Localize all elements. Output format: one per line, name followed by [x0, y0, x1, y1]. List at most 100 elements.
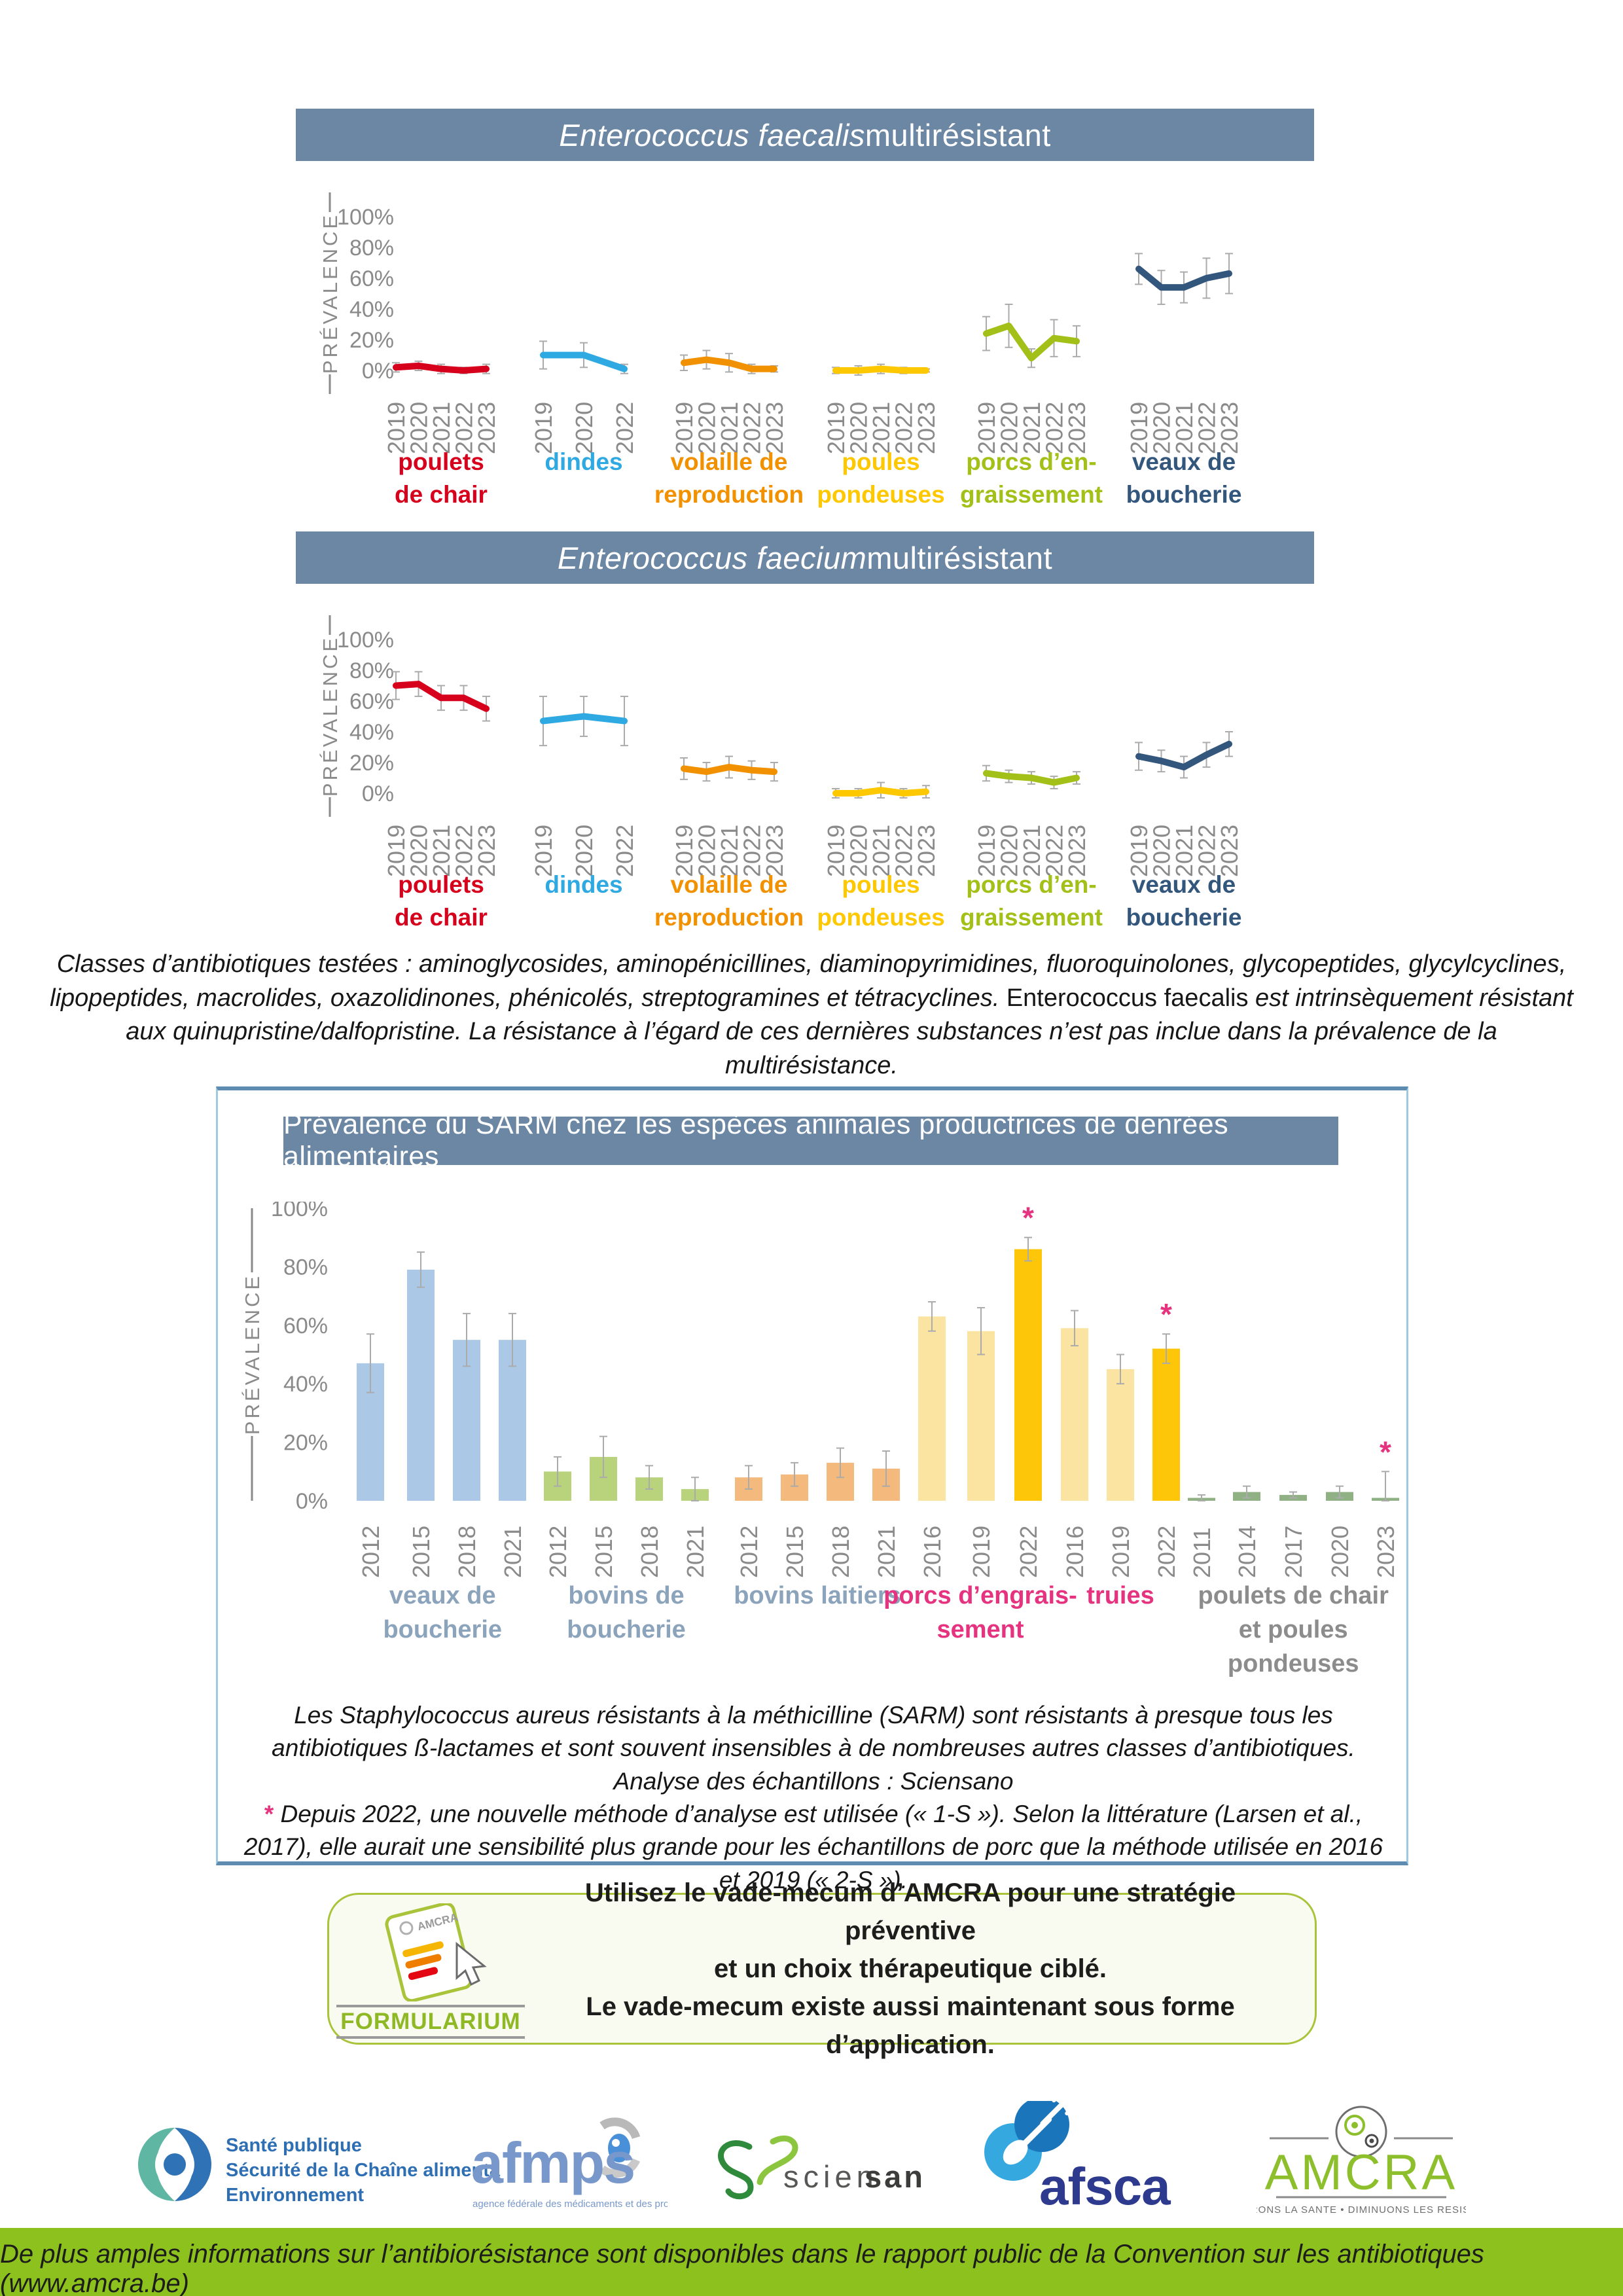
- svg-text:2019: 2019: [530, 825, 557, 877]
- logo-afmps: afmps agence fédérale des médicaments et…: [471, 2114, 730, 2222]
- svg-text:100%: 100%: [337, 205, 394, 230]
- faecalis-chart-title: Enterococcus faecalis multirésistant: [296, 109, 1314, 161]
- svg-text:2019: 2019: [383, 402, 410, 454]
- svg-text:dindes: dindes: [544, 871, 622, 898]
- afsca-fork-spoon-icon: [984, 2089, 1079, 2181]
- svg-text:2014: 2014: [1234, 1526, 1260, 1578]
- svg-text:2023: 2023: [1372, 1526, 1399, 1578]
- svg-text:2020: 2020: [694, 825, 721, 877]
- svg-text:2021: 2021: [1171, 825, 1198, 877]
- svg-text:2023: 2023: [913, 825, 940, 877]
- vademecum-document-icon: AMCRA: [385, 1901, 487, 2002]
- svg-text:2020: 2020: [571, 825, 597, 877]
- svg-text:2023: 2023: [1063, 402, 1090, 454]
- svg-text:PRÉVALENCE: PRÉVALENCE: [241, 1274, 264, 1435]
- svg-text:0%: 0%: [362, 359, 394, 384]
- faecium-chart-title: Enterococcus faecium multirésistant: [296, 531, 1314, 584]
- svg-text:20%: 20%: [283, 1431, 328, 1456]
- svg-text:2020: 2020: [406, 402, 433, 454]
- svg-text:pondeuses: pondeuses: [1228, 1650, 1359, 1677]
- svg-text:2020: 2020: [406, 825, 433, 877]
- svg-text:veaux de: veaux de: [1132, 448, 1236, 475]
- footer-bar: De plus amples informations sur l’antibi…: [0, 2228, 1623, 2296]
- svg-text:2021: 2021: [716, 402, 743, 454]
- svg-text:2022: 2022: [451, 402, 478, 454]
- svg-text:2021: 2021: [682, 1526, 709, 1578]
- svg-text:*: *: [1380, 1435, 1391, 1469]
- svg-text:100%: 100%: [271, 1202, 328, 1221]
- svg-text:bovins laitiers: bovins laitiers: [734, 1582, 901, 1609]
- svg-text:Sécurité de la Chaîne alimenta: Sécurité de la Chaîne alimentaire: [226, 2160, 501, 2181]
- formularium-icon-block: AMCRA FORMULARIUM: [329, 1899, 532, 2039]
- svg-text:2020: 2020: [1149, 402, 1175, 454]
- svg-text:truies: truies: [1086, 1582, 1154, 1609]
- svg-text:2022: 2022: [1041, 402, 1068, 454]
- svg-text:2022: 2022: [1015, 1526, 1042, 1578]
- svg-text:poulets: poulets: [398, 871, 484, 898]
- sarm-note-line1: Les Staphylococcus aureus résistants à l…: [272, 1702, 1355, 1762]
- sarm-note-method: * Depuis 2022, une nouvelle méthode d’an…: [243, 1800, 1383, 1893]
- note-part1: Classes d’antibiotiques testées : aminog…: [50, 950, 1567, 1012]
- svg-text:agence fédérale des médicament: agence fédérale des médicaments et des p…: [473, 2198, 668, 2210]
- svg-text:2018: 2018: [636, 1526, 663, 1578]
- svg-text:graissement: graissement: [960, 904, 1103, 931]
- svg-text:2021: 2021: [428, 825, 455, 877]
- svg-text:veaux de: veaux de: [1132, 871, 1236, 898]
- svg-text:PRÉVALENCE: PRÉVALENCE: [319, 213, 342, 374]
- svg-text:40%: 40%: [349, 297, 394, 322]
- faecium-title-rest: multirésistant: [866, 540, 1053, 575]
- svg-text:2020: 2020: [846, 825, 872, 877]
- partner-logos: Santé publique Sécurité de la Chaîne ali…: [0, 2089, 1623, 2229]
- svg-text:2022: 2022: [739, 402, 766, 454]
- svg-text:*: *: [1160, 1297, 1172, 1331]
- svg-text:2022: 2022: [739, 825, 766, 877]
- svg-text:2023: 2023: [761, 825, 788, 877]
- svg-text:et poules: et poules: [1239, 1616, 1348, 1643]
- asterisk-marker: *: [264, 1800, 281, 1827]
- svg-text:2021: 2021: [1018, 402, 1045, 454]
- svg-text:2021: 2021: [1171, 402, 1198, 454]
- svg-text:2019: 2019: [530, 402, 557, 454]
- svg-text:2023: 2023: [1216, 402, 1243, 454]
- svg-text:2023: 2023: [761, 402, 788, 454]
- svg-text:2022: 2022: [451, 825, 478, 877]
- svg-text:2018: 2018: [454, 1526, 480, 1578]
- svg-text:2021: 2021: [716, 825, 743, 877]
- note-part3: est intrinsèquement résistant aux quinup…: [126, 984, 1573, 1080]
- note-species: Enterococcus faecalis: [1006, 984, 1249, 1012]
- formularium-callout: AMCRA FORMULARIUM Utilisez le vade-mecum…: [327, 1878, 1317, 2059]
- svg-text:2019: 2019: [1126, 402, 1152, 454]
- svg-text:0%: 0%: [296, 1489, 328, 1514]
- svg-text:poulets: poulets: [398, 448, 484, 475]
- svg-text:sement: sement: [936, 1616, 1024, 1643]
- svg-text:2017: 2017: [1280, 1526, 1307, 1578]
- svg-text:2019: 2019: [823, 402, 849, 454]
- svg-text:pondeuses: pondeuses: [817, 481, 944, 508]
- svg-text:de chair: de chair: [395, 904, 488, 931]
- svg-text:2021: 2021: [873, 1526, 900, 1578]
- svg-text:2023: 2023: [473, 402, 500, 454]
- svg-text:2022: 2022: [891, 402, 918, 454]
- svg-text:boucherie: boucherie: [1126, 481, 1242, 508]
- svg-text:40%: 40%: [283, 1372, 328, 1397]
- svg-text:scien: scien: [783, 2159, 878, 2194]
- svg-text:2023: 2023: [913, 402, 940, 454]
- svg-text:PRÉVALENCE: PRÉVALENCE: [319, 636, 342, 797]
- svg-text:2021: 2021: [1018, 825, 1045, 877]
- sarm-panel: Prévalence du SARM chez les espèces anim…: [216, 1086, 1408, 1926]
- svg-text:2019: 2019: [1107, 1526, 1134, 1578]
- svg-text:2019: 2019: [671, 825, 698, 877]
- sarm-chart-title: Prévalence du SARM chez les espèces anim…: [283, 1109, 1338, 1172]
- svg-text:2020: 2020: [1149, 825, 1175, 877]
- svg-text:2021: 2021: [499, 1526, 526, 1578]
- svg-text:2022: 2022: [1041, 825, 1068, 877]
- svg-text:sano: sano: [865, 2159, 926, 2194]
- faecalis-title-rest: multirésistant: [865, 117, 1051, 152]
- faecium-line-chart: PRÉVALENCE 100% 80% 60% 40% 20% 0% 2019 2020 2021…: [296, 584, 1314, 950]
- amcra-circles-icon: [1270, 2106, 1453, 2158]
- svg-text:0%: 0%: [362, 781, 394, 806]
- svg-text:AMELIORONS LA SANTE • DIMINUON: AMELIORONS LA SANTE • DIMINUONS LES RESI…: [1257, 2204, 1466, 2215]
- footer-text: De plus amples informations sur l’antibi…: [0, 2240, 1484, 2296]
- svg-text:boucherie: boucherie: [1126, 904, 1242, 931]
- faecalis-species: Enterococcus faecalis: [559, 117, 865, 152]
